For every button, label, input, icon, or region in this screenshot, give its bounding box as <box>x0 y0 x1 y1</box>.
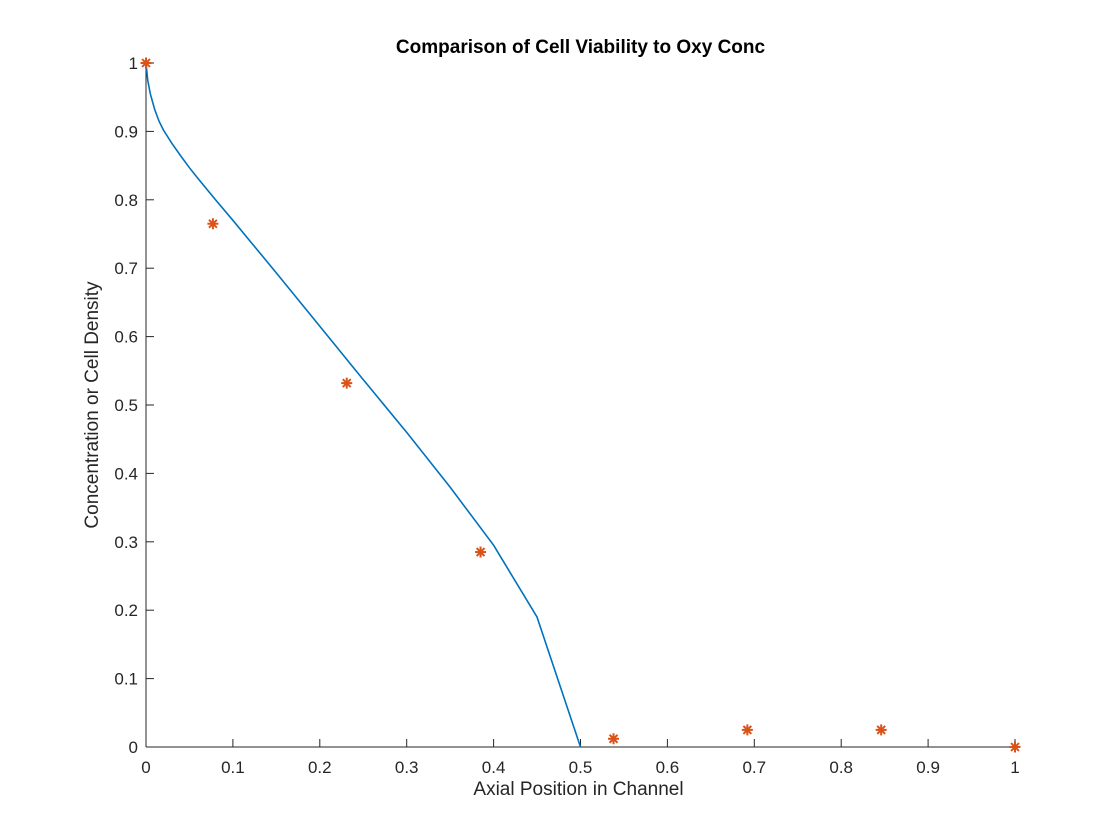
x-tick-label: 0.3 <box>395 758 419 777</box>
data-point-marker <box>475 546 487 558</box>
x-tick-label: 0.2 <box>308 758 332 777</box>
x-tick-label: 0.9 <box>916 758 940 777</box>
y-axis-label: Concentration or Cell Density <box>82 281 103 529</box>
x-tick-label: 0.8 <box>829 758 853 777</box>
y-tick-label: 0.4 <box>114 464 138 483</box>
x-tick-label: 0.5 <box>569 758 593 777</box>
data-point-marker <box>608 733 620 745</box>
x-tick-label: 0.7 <box>742 758 766 777</box>
plot-series <box>140 57 1021 753</box>
y-tick-label: 0.7 <box>114 259 138 278</box>
y-tick-label: 0.6 <box>114 328 138 347</box>
x-ticks: 0 0.1 0.2 0.3 0.4 0.5 0.6 0.7 0.8 0.9 1 <box>141 739 1020 777</box>
y-tick-label: 0.9 <box>114 122 138 141</box>
data-point-marker <box>741 724 753 736</box>
x-tick-label: 0 <box>141 758 150 777</box>
y-ticks: 0 0.1 0.2 0.3 0.4 0.5 0.6 0.7 0.8 0.9 1 <box>114 54 154 757</box>
y-tick-label: 0 <box>129 738 138 757</box>
data-point-marker <box>875 724 887 736</box>
y-tick-label: 0.5 <box>114 396 138 415</box>
data-point-marker <box>207 218 219 230</box>
x-axis-label: Axial Position in Channel <box>473 779 683 800</box>
y-tick-label: 0.3 <box>114 533 138 552</box>
x-tick-label: 0.1 <box>221 758 245 777</box>
data-point-marker <box>1009 741 1021 753</box>
y-tick-label: 1 <box>129 54 138 73</box>
x-tick-label: 0.6 <box>656 758 680 777</box>
y-tick-label: 0.2 <box>114 601 138 620</box>
data-point-marker <box>140 57 152 69</box>
y-tick-label: 0.1 <box>114 670 138 689</box>
y-tick-label: 0.8 <box>114 191 138 210</box>
x-tick-label: 1 <box>1010 758 1019 777</box>
x-tick-label: 0.4 <box>482 758 506 777</box>
data-point-marker <box>341 377 353 389</box>
concentration-line <box>145 62 582 748</box>
chart-title: Comparison of Cell Viability to Oxy Conc <box>396 37 766 58</box>
